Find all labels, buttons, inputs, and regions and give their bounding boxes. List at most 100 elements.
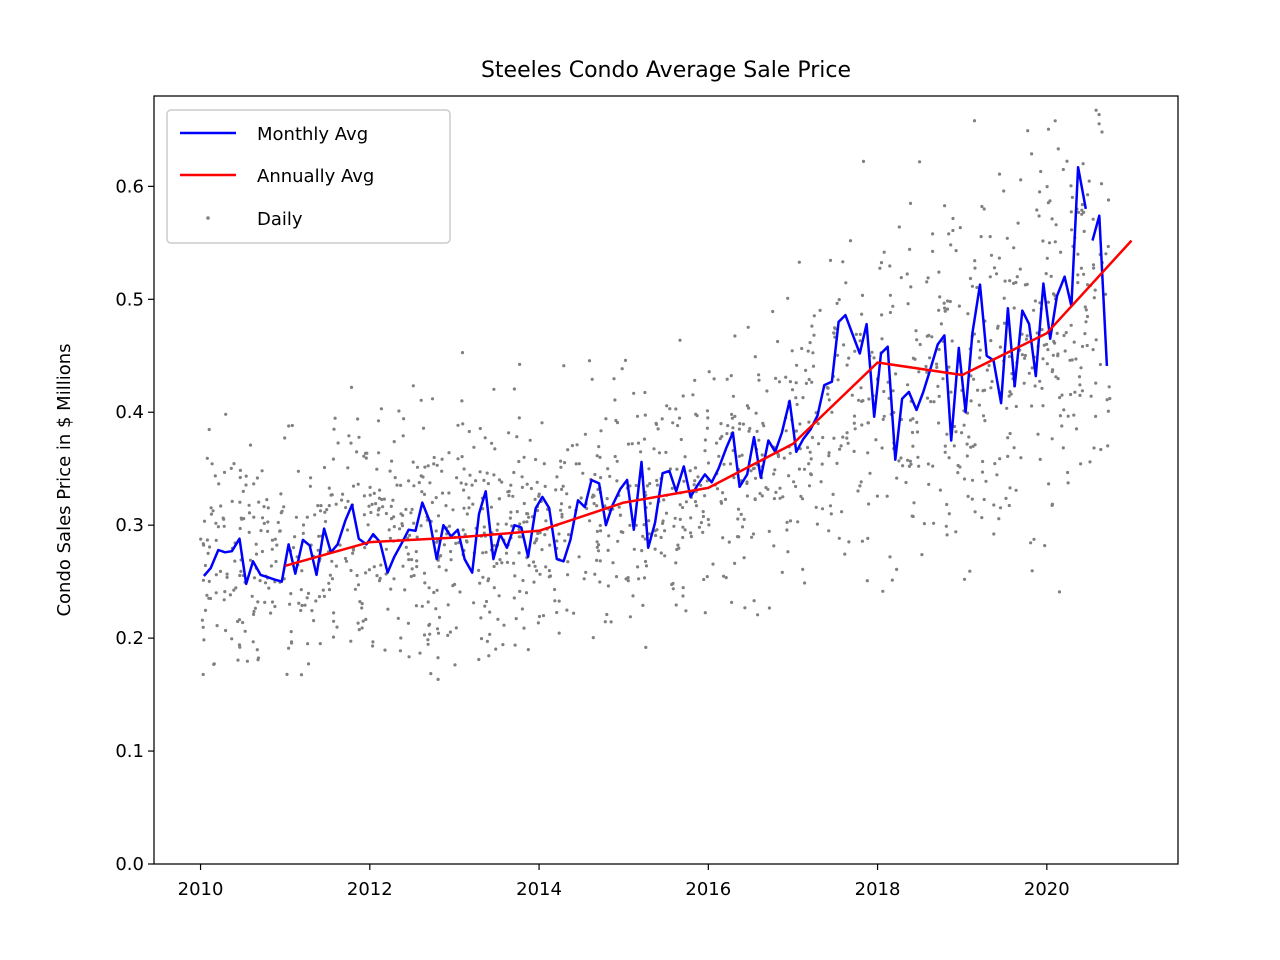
- daily-point: [408, 533, 412, 538]
- daily-point: [479, 616, 483, 620]
- daily-point: [506, 490, 510, 494]
- daily-point: [486, 579, 490, 583]
- daily-point: [1079, 462, 1083, 466]
- daily-point: [924, 364, 928, 369]
- daily-point: [283, 436, 287, 440]
- daily-point: [533, 564, 537, 568]
- daily-point: [364, 571, 368, 575]
- daily-point: [447, 491, 451, 495]
- daily-point: [1082, 229, 1086, 233]
- daily-point: [1094, 414, 1098, 418]
- daily-point: [654, 533, 658, 538]
- daily-point: [930, 335, 934, 339]
- daily-point: [679, 437, 683, 442]
- daily-point: [201, 542, 205, 546]
- daily-point: [861, 159, 866, 163]
- daily-point: [241, 489, 245, 493]
- daily-point: [753, 476, 758, 480]
- daily-point: [778, 486, 782, 490]
- daily-point: [1058, 396, 1062, 400]
- daily-point: [595, 529, 600, 534]
- daily-point: [681, 586, 685, 590]
- daily-point: [800, 497, 805, 501]
- daily-point: [467, 506, 471, 510]
- daily-point: [665, 404, 669, 408]
- daily-point: [1069, 392, 1073, 397]
- daily-point: [881, 589, 885, 593]
- daily-point: [867, 397, 871, 401]
- daily-point: [423, 581, 427, 585]
- daily-point: [684, 500, 689, 504]
- daily-point: [1080, 344, 1085, 349]
- daily-point: [428, 632, 432, 636]
- daily-point: [742, 556, 746, 560]
- daily-point: [428, 481, 432, 485]
- daily-point: [949, 243, 953, 247]
- daily-point: [436, 656, 440, 660]
- daily-point: [947, 365, 951, 369]
- daily-point: [334, 564, 338, 568]
- daily-point: [801, 567, 805, 572]
- daily-point: [500, 480, 504, 484]
- daily-point: [478, 581, 482, 585]
- daily-point: [245, 659, 249, 663]
- daily-point: [492, 586, 496, 590]
- daily-point: [346, 499, 350, 503]
- daily-point: [582, 577, 586, 581]
- daily-point: [537, 614, 542, 619]
- daily-point: [660, 417, 664, 421]
- legend: Monthly Avg Annually Avg Daily: [166, 109, 451, 244]
- daily-point: [494, 647, 498, 651]
- daily-point: [705, 479, 709, 483]
- daily-point: [1030, 569, 1034, 573]
- daily-point: [300, 569, 304, 573]
- daily-point: [1045, 362, 1049, 366]
- daily-point: [561, 484, 565, 488]
- daily-point: [411, 460, 415, 464]
- daily-point: [426, 642, 430, 646]
- daily-point: [636, 565, 640, 569]
- daily-point: [906, 458, 910, 462]
- daily-point: [908, 459, 913, 463]
- daily-point: [309, 476, 313, 480]
- daily-point: [743, 606, 747, 610]
- daily-point: [699, 521, 704, 525]
- daily-point: [730, 600, 734, 605]
- daily-point: [356, 583, 361, 587]
- daily-point: [717, 454, 721, 458]
- daily-point: [294, 515, 298, 519]
- daily-point: [632, 391, 636, 395]
- series-line-layer: [202, 165, 1133, 586]
- daily-point: [1038, 190, 1042, 194]
- daily-point: [363, 546, 367, 550]
- daily-point: [392, 440, 396, 444]
- daily-point: [927, 333, 931, 337]
- daily-point: [377, 451, 381, 455]
- daily-point: [332, 611, 336, 615]
- daily-point: [411, 384, 415, 388]
- daily-point: [213, 474, 217, 478]
- daily-point: [369, 510, 373, 515]
- daily-point: [720, 434, 724, 439]
- daily-point: [647, 532, 652, 536]
- daily-point: [327, 486, 331, 490]
- daily-point: [234, 586, 238, 590]
- daily-point: [868, 471, 872, 475]
- daily-point: [1015, 275, 1019, 279]
- daily-point: [474, 479, 478, 483]
- daily-point: [1078, 383, 1082, 387]
- daily-point: [968, 569, 972, 573]
- daily-point: [746, 325, 750, 329]
- daily-point: [707, 370, 711, 374]
- daily-point: [266, 529, 270, 534]
- y-tick-label: 0.2: [115, 628, 144, 649]
- daily-point: [461, 422, 465, 426]
- daily-point: [1106, 409, 1110, 413]
- daily-point: [255, 476, 259, 480]
- daily-point: [941, 377, 945, 381]
- daily-point: [1053, 119, 1057, 123]
- daily-point: [1008, 431, 1012, 436]
- daily-point: [628, 523, 632, 528]
- daily-point: [454, 626, 458, 630]
- daily-point: [678, 338, 682, 342]
